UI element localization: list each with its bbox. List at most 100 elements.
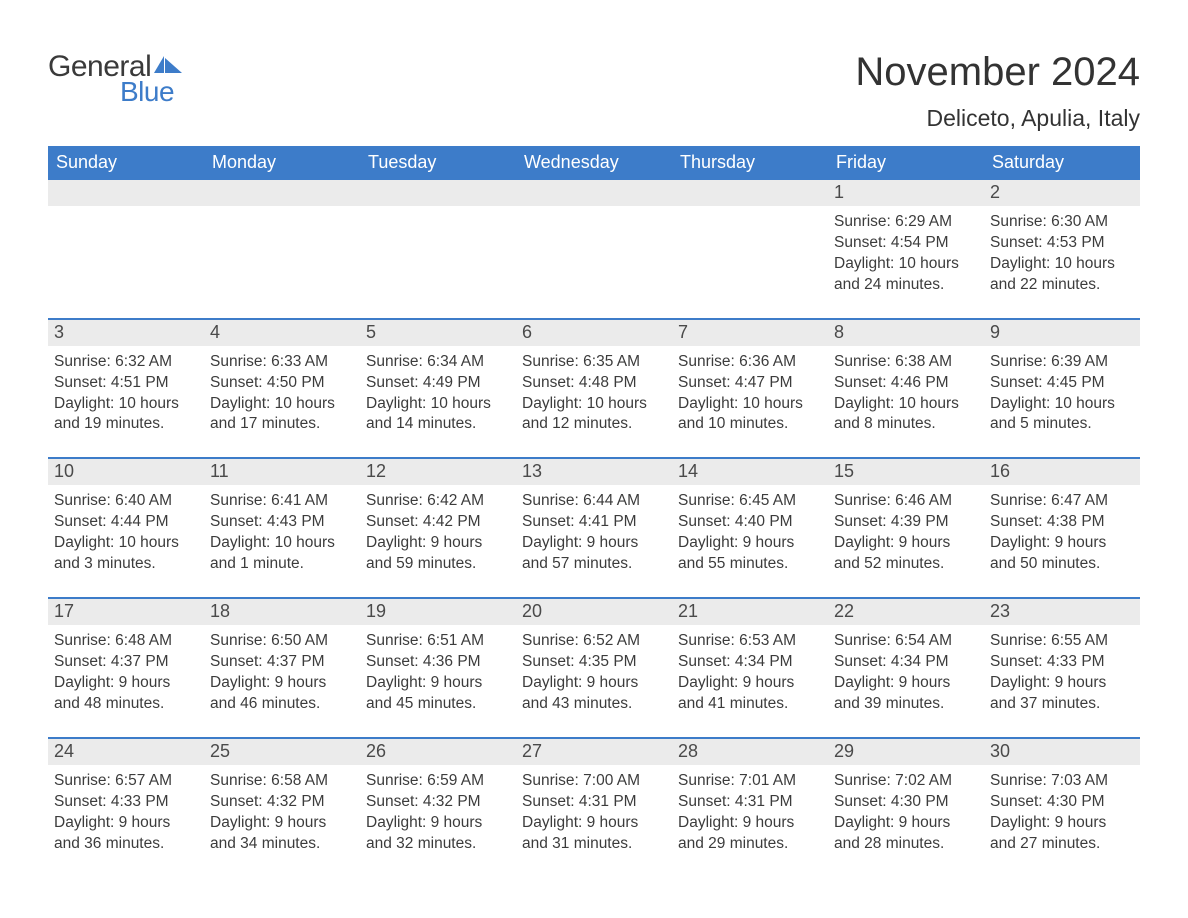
day-body: Sunrise: 6:35 AMSunset: 4:48 PMDaylight:… [516, 346, 672, 440]
sunset-text: Sunset: 4:41 PM [522, 512, 666, 533]
daylight-text-1: Daylight: 9 hours [54, 813, 198, 834]
day-cell: 25Sunrise: 6:58 AMSunset: 4:32 PMDayligh… [204, 739, 360, 859]
daylight-text-2: and 57 minutes. [522, 554, 666, 575]
day-number: 26 [360, 739, 516, 765]
sunrise-text: Sunrise: 6:52 AM [522, 631, 666, 652]
daylight-text-2: and 28 minutes. [834, 834, 978, 855]
day-cell: 17Sunrise: 6:48 AMSunset: 4:37 PMDayligh… [48, 599, 204, 719]
day-number: 4 [204, 320, 360, 346]
sunset-text: Sunset: 4:48 PM [522, 373, 666, 394]
day-number: 9 [984, 320, 1140, 346]
daylight-text-1: Daylight: 9 hours [678, 673, 822, 694]
brand-word-2: Blue [120, 76, 174, 108]
day-body: Sunrise: 6:47 AMSunset: 4:38 PMDaylight:… [984, 485, 1140, 579]
daylight-text-1: Daylight: 9 hours [210, 813, 354, 834]
sunrise-text: Sunrise: 6:44 AM [522, 491, 666, 512]
daylight-text-1: Daylight: 9 hours [990, 813, 1134, 834]
day-body: Sunrise: 6:54 AMSunset: 4:34 PMDaylight:… [828, 625, 984, 719]
sunrise-text: Sunrise: 6:38 AM [834, 352, 978, 373]
daylight-text-1: Daylight: 9 hours [678, 813, 822, 834]
sunset-text: Sunset: 4:40 PM [678, 512, 822, 533]
sunrise-text: Sunrise: 6:32 AM [54, 352, 198, 373]
day-body: Sunrise: 7:02 AMSunset: 4:30 PMDaylight:… [828, 765, 984, 859]
sunrise-text: Sunrise: 6:50 AM [210, 631, 354, 652]
sunset-text: Sunset: 4:37 PM [54, 652, 198, 673]
sunset-text: Sunset: 4:33 PM [990, 652, 1134, 673]
dow-sunday: Sunday [48, 146, 204, 180]
day-cell: 22Sunrise: 6:54 AMSunset: 4:34 PMDayligh… [828, 599, 984, 719]
empty-day [516, 180, 672, 206]
daylight-text-1: Daylight: 9 hours [834, 673, 978, 694]
day-number: 12 [360, 459, 516, 485]
sunset-text: Sunset: 4:31 PM [678, 792, 822, 813]
daylight-text-1: Daylight: 9 hours [366, 813, 510, 834]
day-body: Sunrise: 6:39 AMSunset: 4:45 PMDaylight:… [984, 346, 1140, 440]
daylight-text-1: Daylight: 10 hours [210, 394, 354, 415]
sunrise-text: Sunrise: 6:55 AM [990, 631, 1134, 652]
day-body: Sunrise: 6:42 AMSunset: 4:42 PMDaylight:… [360, 485, 516, 579]
daylight-text-1: Daylight: 9 hours [990, 673, 1134, 694]
day-cell: 21Sunrise: 6:53 AMSunset: 4:34 PMDayligh… [672, 599, 828, 719]
day-number: 22 [828, 599, 984, 625]
sunrise-text: Sunrise: 6:39 AM [990, 352, 1134, 373]
sunset-text: Sunset: 4:33 PM [54, 792, 198, 813]
day-cell: 26 Sunrise: 6:59 AMSunset: 4:32 PMDayligh… [360, 739, 516, 859]
daylight-text-1: Daylight: 9 hours [834, 813, 978, 834]
daylight-text-1: Daylight: 10 hours [834, 394, 978, 415]
sunset-text: Sunset: 4:39 PM [834, 512, 978, 533]
day-cell [360, 180, 516, 300]
day-number: 11 [204, 459, 360, 485]
day-cell: 5Sunrise: 6:34 AMSunset: 4:49 PMDaylight… [360, 320, 516, 440]
sunset-text: Sunset: 4:47 PM [678, 373, 822, 394]
weeks-container: 1Sunrise: 6:29 AMSunset: 4:54 PMDaylight… [48, 180, 1140, 858]
daylight-text-2: and 36 minutes. [54, 834, 198, 855]
day-body: Sunrise: 6:55 AMSunset: 4:33 PMDaylight:… [984, 625, 1140, 719]
day-number: 17 [48, 599, 204, 625]
brand-logo: General Blue [48, 50, 184, 108]
day-body: Sunrise: 6:58 AMSunset: 4:32 PMDaylight:… [204, 765, 360, 859]
sunrise-text: Sunrise: 6:36 AM [678, 352, 822, 373]
day-body: Sunrise: 7:01 AMSunset: 4:31 PMDaylight:… [672, 765, 828, 859]
day-cell [672, 180, 828, 300]
daylight-text-1: Daylight: 10 hours [834, 254, 978, 275]
day-number: 1 [828, 180, 984, 206]
daylight-text-1: Daylight: 9 hours [366, 533, 510, 554]
day-number: 3 [48, 320, 204, 346]
day-body: Sunrise: 6:57 AMSunset: 4:33 PMDaylight:… [48, 765, 204, 859]
daylight-text-2: and 3 minutes. [54, 554, 198, 575]
sunset-text: Sunset: 4:42 PM [366, 512, 510, 533]
day-body: Sunrise: 6:34 AMSunset: 4:49 PMDaylight:… [360, 346, 516, 440]
dow-tuesday: Tuesday [360, 146, 516, 180]
daylight-text-1: Daylight: 9 hours [210, 673, 354, 694]
day-cell: 24Sunrise: 6:57 AMSunset: 4:33 PMDayligh… [48, 739, 204, 859]
daylight-text-2: and 14 minutes. [366, 414, 510, 435]
daylight-text-2: and 55 minutes. [678, 554, 822, 575]
day-number: 29 [828, 739, 984, 765]
empty-day [672, 180, 828, 206]
week-row: 1Sunrise: 6:29 AMSunset: 4:54 PMDaylight… [48, 180, 1140, 300]
daylight-text-2: and 31 minutes. [522, 834, 666, 855]
sunrise-text: Sunrise: 6:42 AM [366, 491, 510, 512]
day-number: 30 [984, 739, 1140, 765]
day-number: 14 [672, 459, 828, 485]
day-body: Sunrise: 6:30 AMSunset: 4:53 PMDaylight:… [984, 206, 1140, 300]
sunset-text: Sunset: 4:46 PM [834, 373, 978, 394]
day-cell [48, 180, 204, 300]
days-of-week-header: Sunday Monday Tuesday Wednesday Thursday… [48, 146, 1140, 180]
daylight-text-2: and 22 minutes. [990, 275, 1134, 296]
sunset-text: Sunset: 4:36 PM [366, 652, 510, 673]
sunset-text: Sunset: 4:32 PM [366, 792, 510, 813]
day-cell: 9Sunrise: 6:39 AMSunset: 4:45 PMDaylight… [984, 320, 1140, 440]
dow-saturday: Saturday [984, 146, 1140, 180]
sunrise-text: Sunrise: 6:59 AM [366, 771, 510, 792]
sunset-text: Sunset: 4:53 PM [990, 233, 1134, 254]
page-title: November 2024 [855, 50, 1140, 95]
sunrise-text: Sunrise: 7:01 AM [678, 771, 822, 792]
daylight-text-1: Daylight: 9 hours [522, 813, 666, 834]
daylight-text-2: and 17 minutes. [210, 414, 354, 435]
day-cell: 4Sunrise: 6:33 AMSunset: 4:50 PMDaylight… [204, 320, 360, 440]
day-cell: 18Sunrise: 6:50 AMSunset: 4:37 PMDayligh… [204, 599, 360, 719]
day-body: Sunrise: 6:29 AMSunset: 4:54 PMDaylight:… [828, 206, 984, 300]
sunset-text: Sunset: 4:45 PM [990, 373, 1134, 394]
day-cell: 28Sunrise: 7:01 AMSunset: 4:31 PMDayligh… [672, 739, 828, 859]
